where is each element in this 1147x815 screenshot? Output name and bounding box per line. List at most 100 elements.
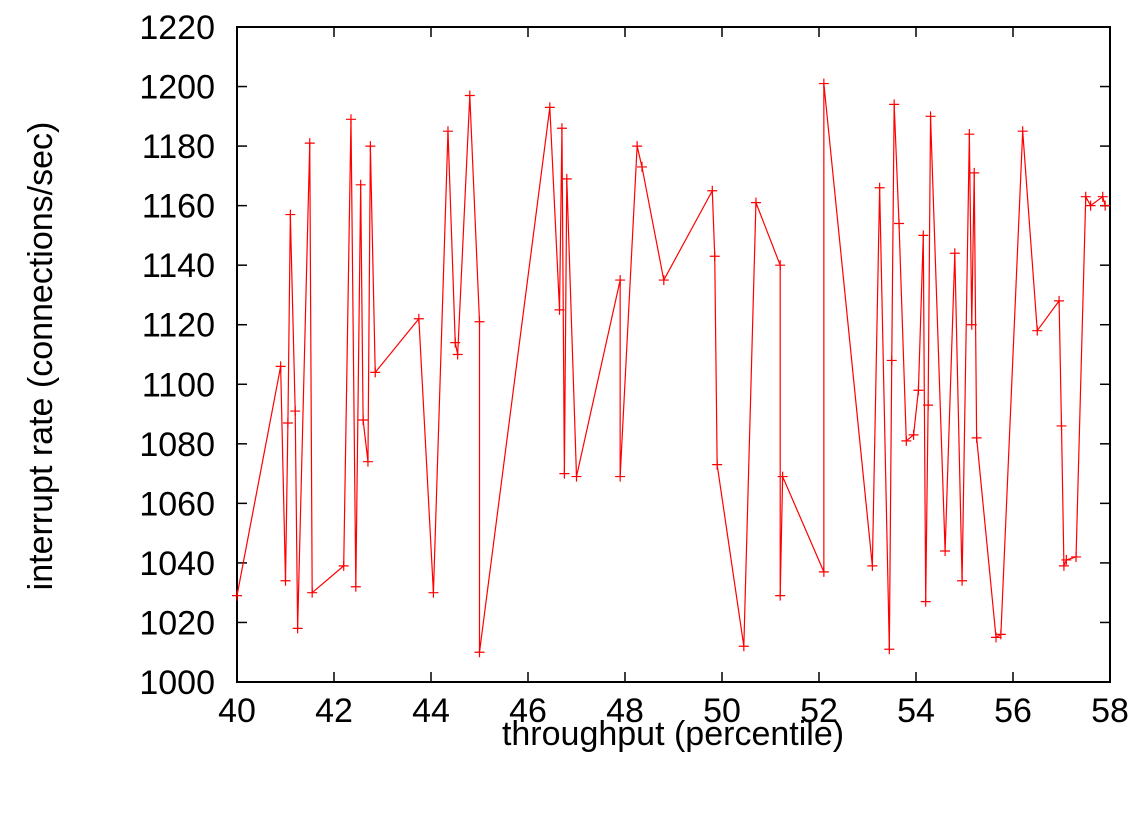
y-tick-label: 1060 xyxy=(139,485,215,523)
data-point-marker xyxy=(971,432,982,443)
y-tick-label: 1200 xyxy=(139,69,215,107)
data-point-marker xyxy=(355,179,366,190)
data-point-marker xyxy=(920,596,931,607)
data-point-marker xyxy=(307,587,318,598)
data-point-marker xyxy=(1071,551,1082,562)
y-tick-label: 1040 xyxy=(139,545,215,583)
data-point-marker xyxy=(636,161,647,172)
data-point-marker xyxy=(450,337,461,348)
data-point-marker xyxy=(775,590,786,601)
data-point-marker xyxy=(1056,420,1067,431)
data-point-marker xyxy=(350,581,361,592)
data-point-marker xyxy=(1085,200,1096,211)
y-axis-title: interrupt rate (connections/sec) xyxy=(22,122,60,591)
data-point-marker xyxy=(894,218,905,229)
data-point-marker xyxy=(474,647,485,658)
data-point-marker xyxy=(413,313,424,324)
data-point-marker xyxy=(884,644,895,655)
data-point-marker xyxy=(1061,554,1072,565)
data-point-marker xyxy=(913,385,924,396)
data-point-marker xyxy=(1032,325,1043,336)
data-point-marker xyxy=(442,126,453,137)
data-point-marker xyxy=(1097,191,1108,202)
data-point-marker xyxy=(709,251,720,262)
data-point-marker xyxy=(818,78,829,89)
data-point-marker xyxy=(632,141,643,152)
data-point-marker xyxy=(615,275,626,286)
data-point-marker xyxy=(556,123,567,134)
data-point-marker xyxy=(280,575,291,586)
data-point-marker xyxy=(712,459,723,470)
plot-frame xyxy=(236,26,1111,683)
x-tick-label: 42 xyxy=(315,692,353,730)
x-tick-label: 48 xyxy=(606,692,644,730)
data-point-marker xyxy=(275,361,286,372)
x-tick-label: 56 xyxy=(994,692,1032,730)
data-point-marker xyxy=(918,230,929,241)
y-tick-label: 1080 xyxy=(139,426,215,464)
x-tick-label: 46 xyxy=(509,692,547,730)
data-point-marker xyxy=(777,471,788,482)
data-point-marker xyxy=(345,114,356,125)
x-tick-label: 44 xyxy=(412,692,450,730)
data-point-marker xyxy=(707,185,718,196)
data-point-marker xyxy=(554,304,565,315)
data-point-marker xyxy=(544,102,555,113)
y-tick-label: 1020 xyxy=(139,604,215,642)
series-line xyxy=(236,82,1106,653)
y-tick-label: 1140 xyxy=(142,247,215,285)
y-tick-label: 1100 xyxy=(142,366,215,404)
data-point-marker xyxy=(428,587,439,598)
data-point-marker xyxy=(886,355,897,366)
axis-ticks: 40 42 44 46 48 50 52 54 56 58 1000 1020 1040 1060 1080… xyxy=(139,9,1129,730)
y-tick-label: 1160 xyxy=(142,188,215,226)
x-axis-title: throughput (percentile) xyxy=(502,715,844,753)
data-point-marker xyxy=(292,623,303,634)
y-tick-label: 1220 xyxy=(139,9,215,47)
data-point-marker xyxy=(232,590,242,601)
x-tick-label: 54 xyxy=(897,692,935,730)
y-tick-label: 1120 xyxy=(142,307,215,345)
x-tick-label: 52 xyxy=(800,692,838,730)
data-point-marker xyxy=(775,260,786,271)
data-point-marker xyxy=(908,429,919,440)
x-tick-label: 58 xyxy=(1091,692,1129,730)
data-point-marker xyxy=(923,400,934,411)
data-point-marker xyxy=(615,471,626,482)
data-point-marker xyxy=(901,435,912,446)
data-point-marker xyxy=(452,349,463,360)
data-point-marker xyxy=(370,367,381,378)
data-point-marker xyxy=(282,417,293,428)
data-point-marker xyxy=(940,546,951,556)
series-layer xyxy=(232,78,1111,658)
data-point-marker xyxy=(969,167,980,178)
data-point-marker xyxy=(1058,560,1069,571)
data-point-marker xyxy=(290,406,301,417)
data-point-marker xyxy=(1100,200,1111,211)
data-point-marker xyxy=(750,197,761,208)
data-point-marker xyxy=(1017,126,1028,137)
data-point-marker xyxy=(867,560,878,571)
data-point-marker xyxy=(1080,191,1091,202)
data-point-marker xyxy=(1054,295,1065,306)
data-point-marker xyxy=(889,99,900,110)
data-point-marker xyxy=(285,209,296,220)
x-tick-label: 40 xyxy=(218,692,256,730)
data-point-marker xyxy=(738,641,749,652)
data-point-marker xyxy=(304,138,315,149)
data-point-marker xyxy=(925,111,936,122)
data-point-marker xyxy=(957,575,968,586)
data-point-marker xyxy=(658,275,669,286)
data-point-marker xyxy=(464,90,475,101)
data-point-marker xyxy=(559,468,570,479)
data-point-marker xyxy=(474,316,485,327)
data-point-marker xyxy=(561,173,572,184)
data-point-marker xyxy=(995,629,1006,640)
data-point-marker xyxy=(818,566,829,577)
data-point-marker xyxy=(365,141,376,152)
data-point-marker xyxy=(964,129,975,140)
data-point-marker xyxy=(949,248,960,259)
data-point-marker xyxy=(338,560,349,571)
y-tick-label: 1000 xyxy=(139,664,215,702)
